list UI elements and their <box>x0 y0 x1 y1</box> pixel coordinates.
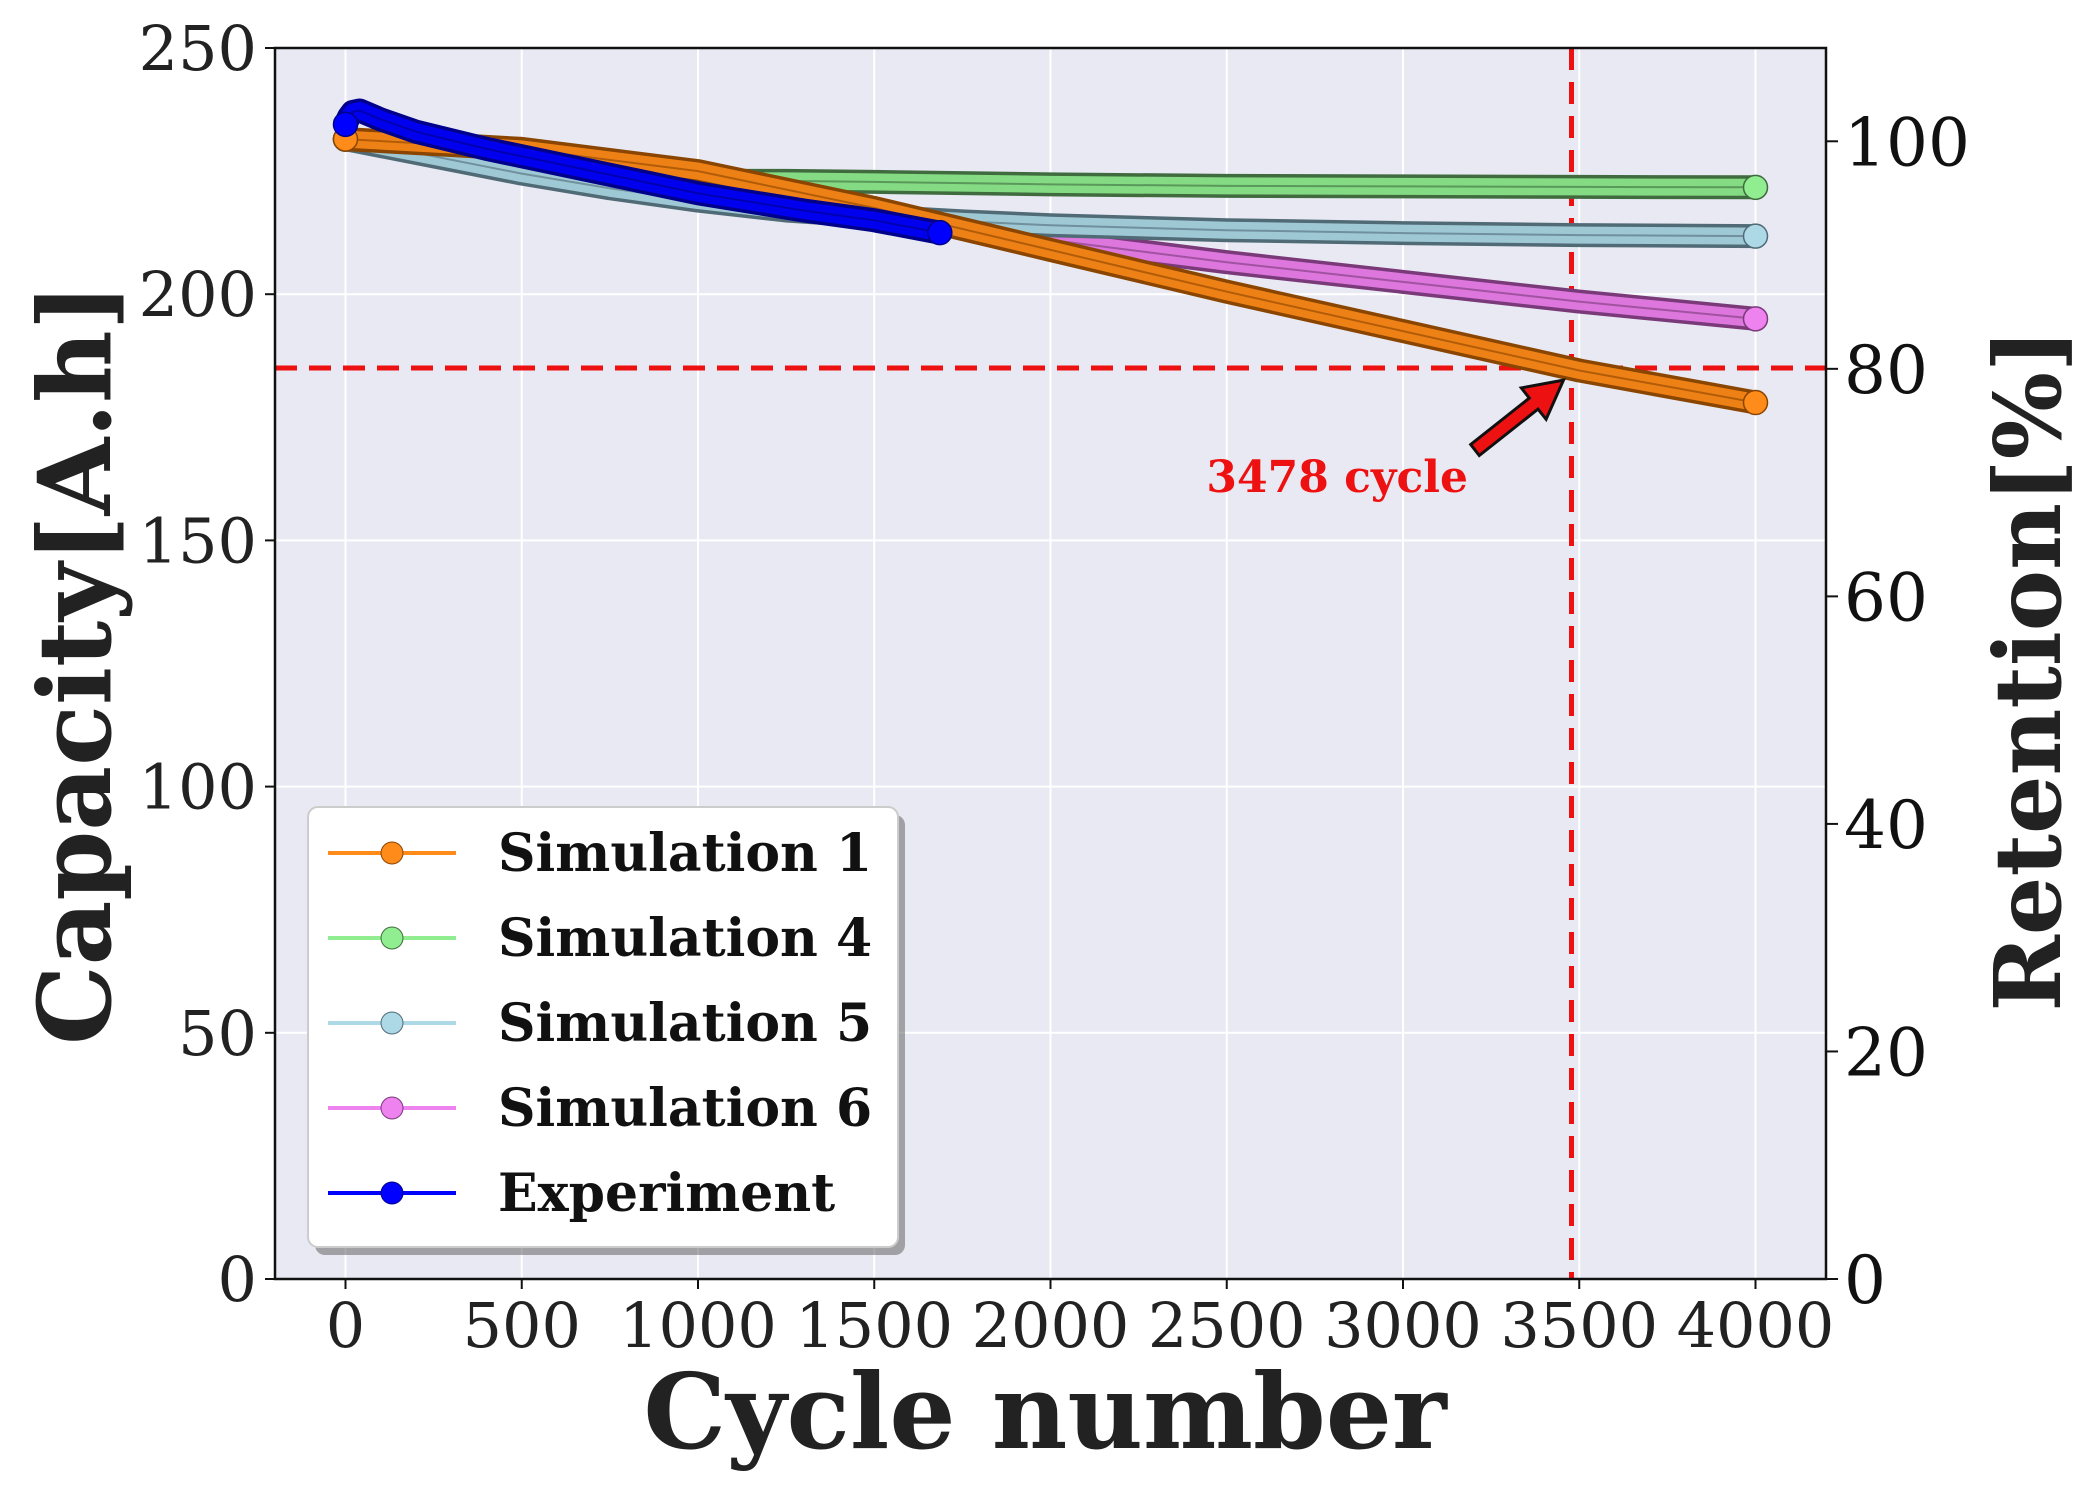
legend-marker <box>380 1181 404 1205</box>
x-tick-label: 1500 <box>795 1289 953 1362</box>
y2-axis-title: Retention[%] <box>1974 328 2082 1011</box>
x-tick-label: 1000 <box>619 1289 777 1362</box>
legend-item: Simulation 5 <box>328 993 872 1054</box>
data-point <box>332 111 359 138</box>
y-tick-label: 50 <box>178 997 257 1070</box>
series-band-texture <box>344 109 940 234</box>
legend-label: Simulation 4 <box>498 908 872 969</box>
series-layer <box>332 98 1769 416</box>
legend-item: Simulation 6 <box>328 1078 872 1139</box>
y-tick-label: 250 <box>139 12 257 85</box>
data-point <box>1742 223 1769 249</box>
y-tick-label: 150 <box>139 504 257 577</box>
series-experiment <box>332 98 953 246</box>
legend-label: Experiment <box>498 1163 835 1224</box>
y-tick-label: 0 <box>218 1243 257 1316</box>
x-tick-label: 0 <box>326 1289 365 1362</box>
legend: Simulation 1 Simulation 4 Simulation 5 Simu… <box>307 806 905 1255</box>
x-tick-label: 2500 <box>1148 1289 1306 1362</box>
legend-label: Simulation 1 <box>498 823 872 884</box>
x-tick-label: 500 <box>463 1289 581 1362</box>
ticks-layer: 0 500 1000 1500 2000 2500 3000 3500 400005010015… <box>139 12 1970 1362</box>
y2-tick-label: 40 <box>1844 787 1928 864</box>
legend-item: Simulation 4 <box>328 908 872 969</box>
y-tick-label: 100 <box>139 751 257 824</box>
legend-marker <box>380 1011 404 1035</box>
x-tick-label: 2000 <box>972 1289 1130 1362</box>
legend-item: Simulation 1 <box>328 823 872 884</box>
y2-tick-label: 0 <box>1844 1242 1886 1319</box>
y-axis-title: Capacity[A.h] <box>16 283 134 1045</box>
x-tick-label: 4000 <box>1677 1289 1835 1362</box>
y2-tick-label: 20 <box>1844 1014 1928 1091</box>
legend-item: Experiment <box>328 1163 835 1224</box>
y2-tick-label: 60 <box>1844 559 1928 636</box>
legend-marker <box>380 1096 404 1120</box>
annotation-arrow <box>1468 378 1567 458</box>
annotation-label: 3478 cycle <box>1206 452 1468 503</box>
legend-marker <box>380 841 404 865</box>
legend-label: Simulation 6 <box>498 1078 872 1139</box>
y-tick-label: 200 <box>139 258 257 331</box>
x-tick-label: 3500 <box>1500 1289 1658 1362</box>
x-tick-label: 3000 <box>1324 1289 1482 1362</box>
y2-tick-label: 100 <box>1844 104 1970 181</box>
x-axis-title: Cycle number <box>643 1350 1448 1473</box>
data-point <box>927 219 953 246</box>
annotation-layer: 3478 cycle <box>1206 378 1567 503</box>
series-band-texture <box>345 138 1756 404</box>
data-point <box>1742 389 1769 416</box>
legend-box <box>307 806 899 1248</box>
legend-label: Simulation 5 <box>498 993 872 1054</box>
data-point <box>1742 174 1769 201</box>
legend-marker <box>380 926 404 950</box>
y2-tick-label: 80 <box>1844 332 1928 409</box>
data-point <box>1742 306 1769 332</box>
